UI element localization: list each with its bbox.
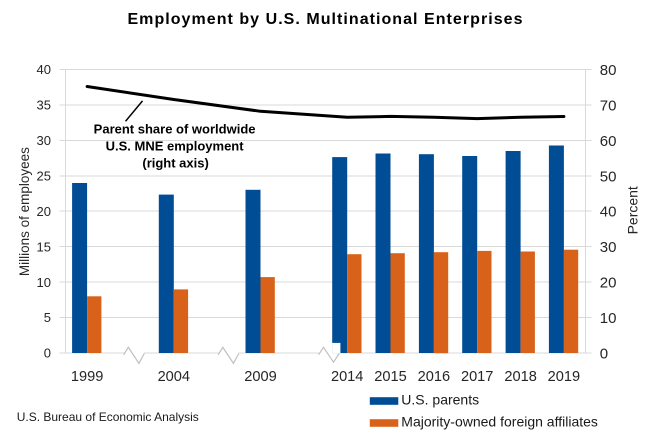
svg-text:60: 60 [600,133,617,150]
svg-text:2015: 2015 [374,369,406,385]
svg-text:2016: 2016 [418,369,450,385]
svg-text:1999: 1999 [71,369,103,385]
svg-text:20: 20 [600,275,617,292]
svg-text:0: 0 [44,346,51,361]
svg-text:2018: 2018 [504,369,536,385]
svg-text:30: 30 [37,133,51,148]
svg-text:2009: 2009 [244,369,276,385]
svg-text:2014: 2014 [331,369,363,385]
svg-text:U.S. MNE employment: U.S. MNE employment [106,139,245,154]
svg-text:U.S. Bureau of Economic Analys: U.S. Bureau of Economic Analysis [17,410,199,424]
svg-text:Parent share of worldwide: Parent share of worldwide [94,122,256,137]
svg-text:Percent: Percent [625,186,641,234]
svg-text:30: 30 [600,239,617,256]
svg-text:40: 40 [600,204,617,221]
svg-text:U.S. parents: U.S. parents [401,392,479,408]
svg-text:Majority-owned foreign affilia: Majority-owned foreign affiliates [401,414,598,430]
svg-text:2019: 2019 [548,369,580,385]
svg-text:80: 80 [600,62,617,79]
svg-text:50: 50 [600,168,617,185]
svg-text:70: 70 [600,97,617,114]
svg-text:2017: 2017 [461,369,493,385]
svg-text:40: 40 [37,62,51,77]
svg-text:Employment by U.S. Multination: Employment by U.S. Multinational Enterpr… [127,11,523,28]
svg-text:15: 15 [37,239,51,254]
svg-text:10: 10 [600,310,617,327]
svg-text:25: 25 [37,169,51,184]
svg-text:Millions of employees: Millions of employees [17,147,32,276]
svg-text:10: 10 [37,275,51,290]
svg-text:0: 0 [600,346,608,363]
svg-text:2004: 2004 [158,369,190,385]
svg-text:5: 5 [44,310,51,325]
svg-text:20: 20 [37,204,51,219]
svg-text:(right axis): (right axis) [142,156,208,171]
svg-text:35: 35 [37,98,51,113]
